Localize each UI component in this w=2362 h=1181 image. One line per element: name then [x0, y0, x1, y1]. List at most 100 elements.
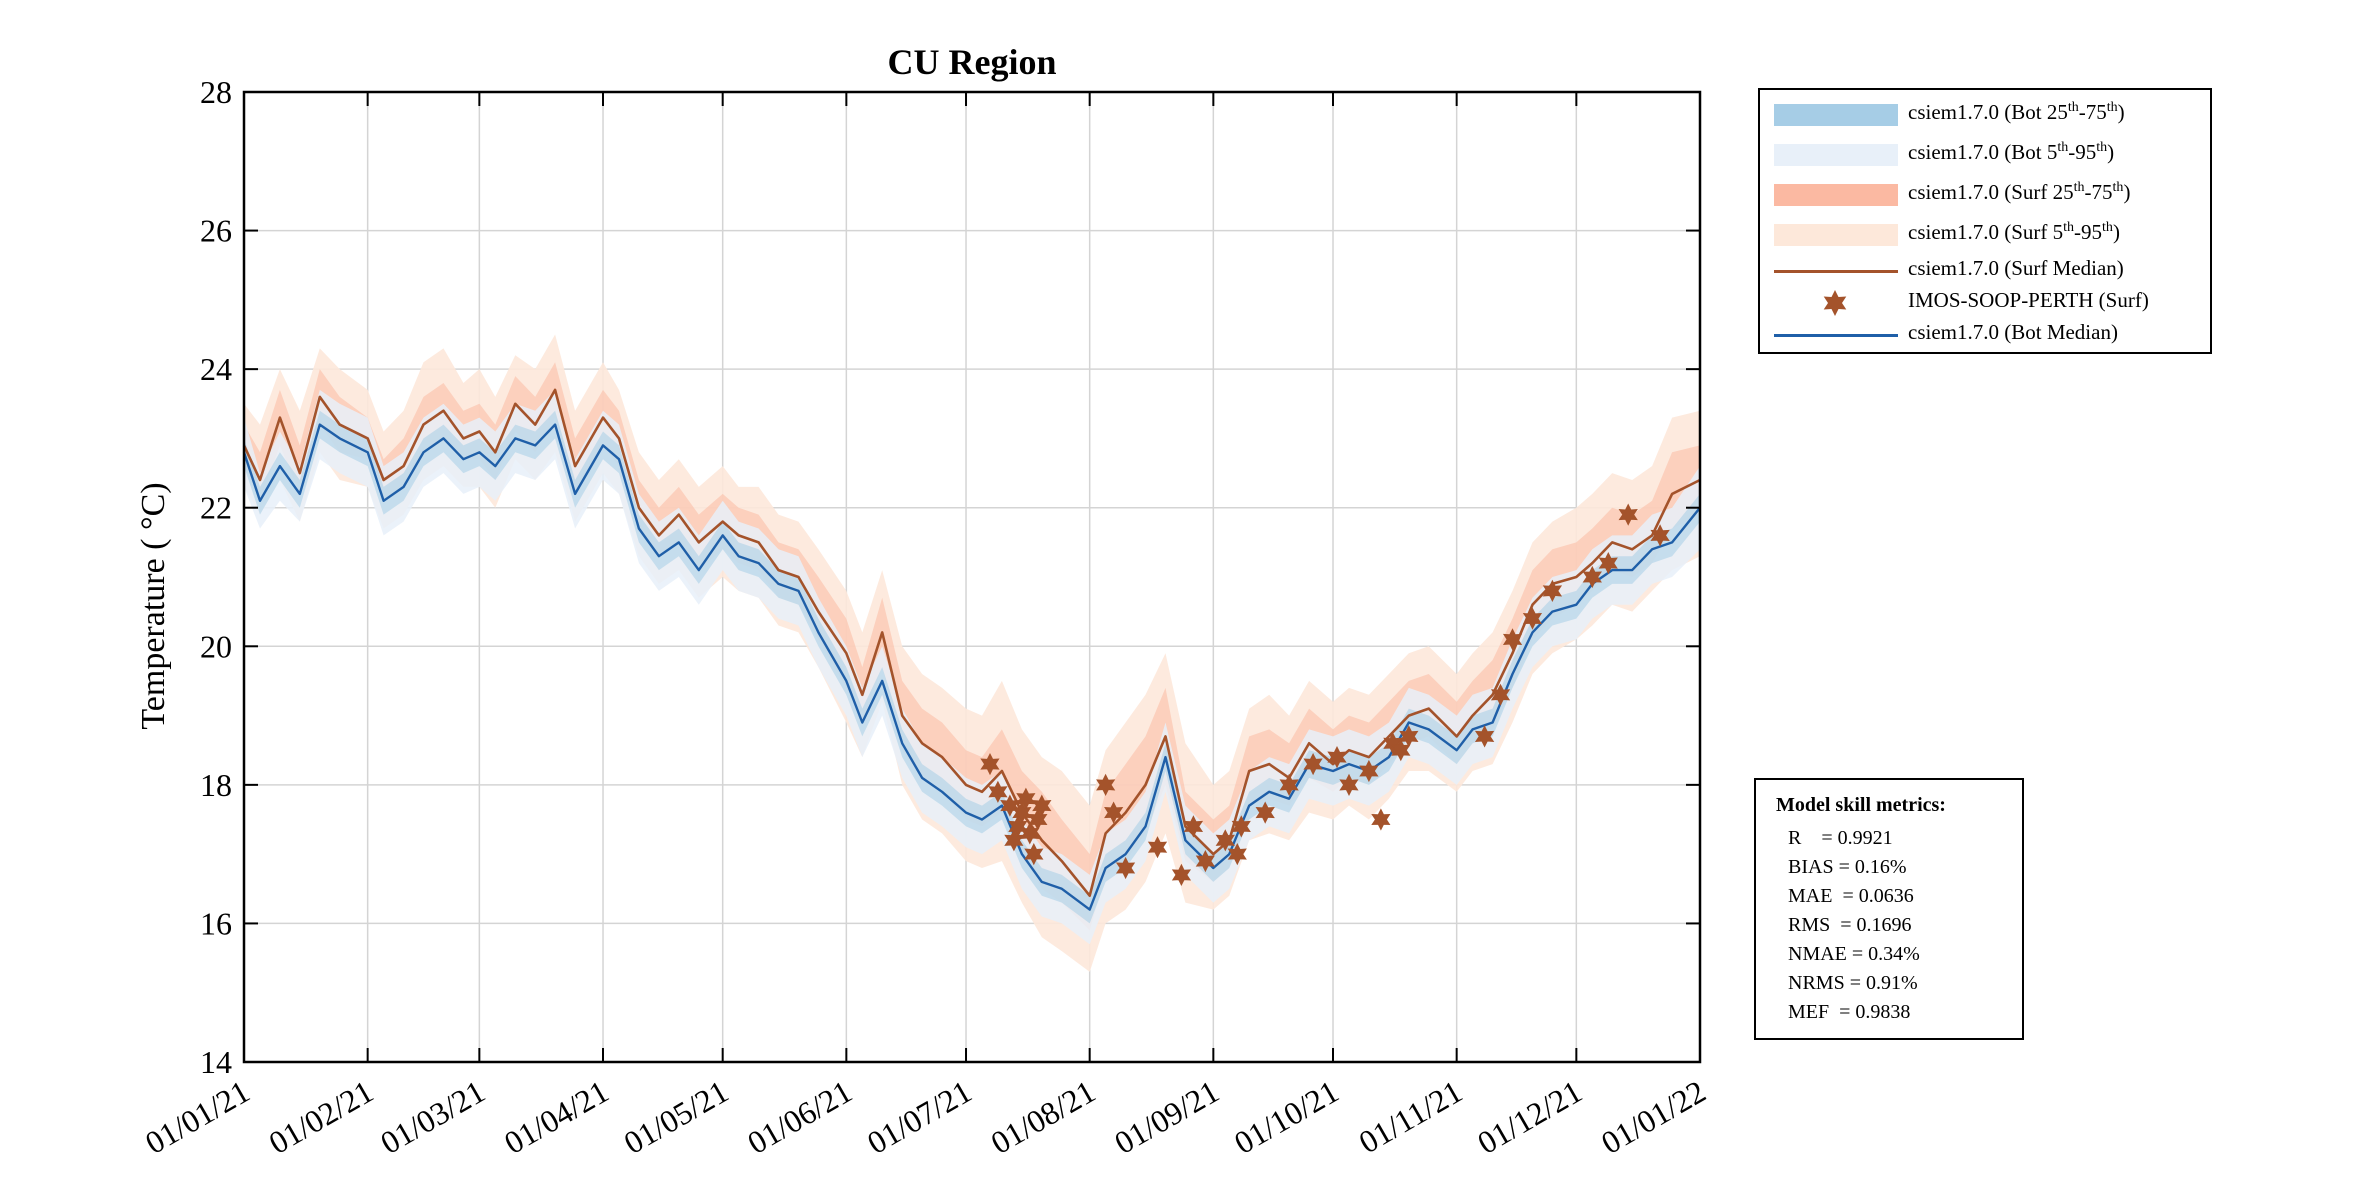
legend-item-surf-iqr: csiem1.7.0 (Surf 25th-75th)	[1760, 174, 2210, 214]
observation-point	[1522, 607, 1543, 630]
x-tick-label: 01/11/21	[1353, 1073, 1469, 1160]
x-tick-label: 01/10/21	[1228, 1073, 1345, 1161]
skill-metrics-list: R = 0.9921 BIAS = 0.16% MAE = 0.0636 RMS…	[1788, 824, 1920, 1027]
hexagram-marker-icon	[1823, 290, 1847, 316]
observation-point	[1399, 725, 1419, 748]
metric-nmae: NMAE = 0.34%	[1788, 943, 1920, 965]
observation-point	[1231, 815, 1251, 838]
skill-metrics-title: Model skill metrics:	[1776, 794, 1946, 816]
observation-point	[1096, 773, 1116, 797]
observation-point	[1215, 829, 1235, 852]
y-tick-label: 18	[200, 767, 232, 803]
observation-point	[1359, 759, 1379, 783]
x-tick-label: 01/01/22	[1595, 1073, 1712, 1161]
x-tick-label: 01/04/21	[498, 1073, 615, 1161]
x-tick-label: 01/03/21	[374, 1073, 491, 1161]
observation-point	[980, 752, 1000, 776]
observation-point	[1032, 794, 1052, 817]
metric-nrms: NRMS = 0.91%	[1788, 972, 1918, 994]
legend-item-surf-5-95: csiem1.7.0 (Surf 5th-95th)	[1760, 214, 2210, 254]
band-surf-5-95	[244, 334, 1700, 972]
x-tick-label: 01/08/21	[985, 1073, 1102, 1161]
legend-line-surf-median	[1774, 270, 1898, 273]
observation-point	[1195, 849, 1215, 873]
x-tick-label: 01/06/21	[741, 1073, 858, 1161]
metric-mae: MAE = 0.0636	[1788, 885, 1914, 907]
observation-point	[1171, 863, 1192, 887]
x-tick-label: 01/01/21	[139, 1073, 256, 1161]
y-tick-label: 22	[200, 490, 232, 526]
legend-item-surf-median: csiem1.7.0 (Surf Median)	[1760, 250, 2210, 290]
observation-point	[1255, 801, 1275, 824]
observation-point	[1339, 773, 1359, 797]
legend: csiem1.7.0 (Bot 25th-75th) csiem1.7.0 (B…	[1758, 88, 2212, 354]
metric-mef: MEF = 0.9838	[1788, 1001, 1911, 1023]
legend-label: csiem1.7.0 (Surf 5th-95th)	[1908, 220, 2120, 244]
observation-point	[1183, 815, 1204, 838]
legend-label: csiem1.7.0 (Surf 25th-75th)	[1908, 180, 2131, 204]
observation-point	[1016, 787, 1036, 810]
x-tick-label: 01/02/21	[263, 1073, 380, 1161]
observation-point	[1008, 815, 1028, 838]
legend-item-bot-iqr: csiem1.7.0 (Bot 25th-75th)	[1760, 94, 2210, 134]
observation-point	[1024, 842, 1044, 866]
y-tick-label: 28	[200, 74, 232, 110]
x-tick-label: 01/07/21	[861, 1073, 978, 1161]
observation-point	[1115, 856, 1136, 880]
metric-r: R = 0.9921	[1788, 827, 1893, 849]
observation-point	[1104, 801, 1124, 824]
observation-point	[1542, 579, 1563, 603]
observation-point	[1490, 683, 1511, 706]
legend-label: IMOS-SOOP-PERTH (Surf)	[1908, 288, 2149, 312]
observation-markers	[980, 503, 1670, 887]
metric-bias: BIAS = 0.16%	[1788, 856, 1907, 878]
observation-point	[1028, 808, 1048, 831]
observation-point	[1582, 565, 1602, 589]
observation-point	[988, 780, 1008, 803]
legend-label: csiem1.7.0 (Bot Median)	[1908, 320, 2118, 344]
y-tick-label: 20	[200, 628, 232, 664]
observation-point	[1598, 551, 1618, 575]
x-tick-label: 01/05/21	[618, 1073, 735, 1161]
observation-point	[1618, 503, 1638, 526]
y-tick-label: 16	[200, 905, 232, 941]
plot-frame	[242, 90, 1702, 1064]
legend-line-bot-median	[1774, 334, 1898, 337]
legend-swatch-surf-iqr	[1774, 184, 1898, 206]
y-tick-label: 26	[200, 213, 232, 249]
observation-point	[1012, 801, 1032, 824]
median-lines	[242, 388, 1701, 911]
legend-label: csiem1.7.0 (Bot 25th-75th)	[1908, 100, 2125, 124]
legend-item-observations: IMOS-SOOP-PERTH (Surf)	[1760, 282, 2210, 322]
observation-point	[1000, 794, 1020, 817]
skill-metrics-box: Model skill metrics: R = 0.9921 BIAS = 0…	[1754, 778, 2024, 1040]
x-tick-label: 01/09/21	[1108, 1073, 1225, 1161]
observation-point	[1303, 752, 1323, 776]
legend-label: csiem1.7.0 (Bot 5th-95th)	[1908, 140, 2115, 164]
observation-point	[1004, 829, 1024, 852]
legend-swatch-surf-5-95	[1774, 224, 1898, 246]
surf-median-line	[242, 388, 1701, 898]
observation-point	[1383, 732, 1403, 755]
observation-point	[1650, 524, 1670, 547]
observation-point	[1227, 842, 1247, 866]
y-tick-label: 14	[200, 1044, 232, 1080]
band-bot-5-95	[244, 389, 1700, 945]
legend-label: csiem1.7.0 (Surf Median)	[1908, 256, 2124, 280]
y-tick-label: 24	[200, 351, 232, 387]
observation-point	[1279, 773, 1299, 797]
band-bot-25-75	[244, 410, 1700, 924]
observation-point	[1147, 836, 1168, 859]
chart-title: CU Region	[888, 42, 1057, 82]
metric-rms: RMS = 0.1696	[1788, 914, 1912, 936]
percentile-bands	[244, 334, 1700, 972]
legend-swatch-bot-5-95	[1774, 144, 1898, 166]
y-axis-label: Temperature ( °C)	[135, 482, 172, 729]
observation-point	[1327, 745, 1347, 769]
legend-item-bot-median: csiem1.7.0 (Bot Median)	[1760, 314, 2210, 354]
observation-point	[1371, 808, 1391, 831]
legend-swatch-bot-iqr	[1774, 104, 1898, 126]
legend-item-bot-5-95: csiem1.7.0 (Bot 5th-95th)	[1760, 134, 2210, 174]
x-tick-label: 01/12/21	[1471, 1073, 1588, 1161]
